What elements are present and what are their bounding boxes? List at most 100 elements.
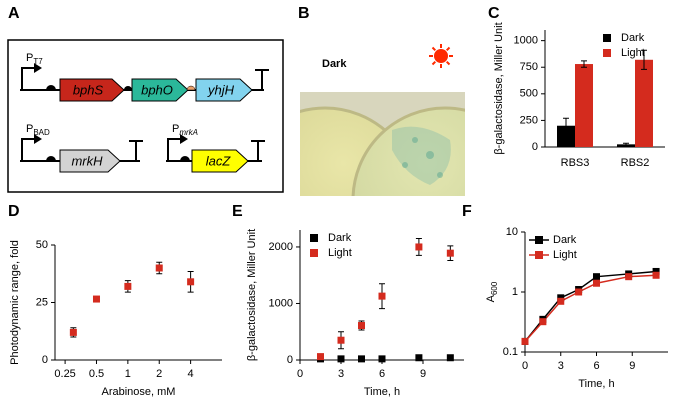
marker [358, 355, 365, 363]
x-tick-label: 4 [188, 368, 194, 380]
legend-swatch [603, 49, 611, 57]
error-bar [581, 60, 587, 68]
x-tick-label: 1 [125, 368, 131, 380]
x-tick-label: RBS2 [621, 157, 650, 169]
promoter-label: PBAD [26, 123, 50, 137]
promoter-arrow [21, 67, 36, 90]
gene-label: yhjH [207, 82, 235, 97]
promoter-subscript: mrkA [179, 128, 198, 137]
legend-swatch [310, 249, 318, 257]
y-axis-label-text: A [485, 294, 497, 302]
promoter-arrowhead [34, 63, 42, 73]
promoter-label: PT7 [26, 52, 43, 66]
marker [187, 278, 195, 286]
gene-arrow [195, 78, 253, 102]
bar [635, 59, 653, 148]
legend-swatch [310, 234, 318, 242]
marker [593, 279, 600, 287]
panel-label: D [8, 203, 20, 220]
legend-label: Dark [328, 232, 352, 244]
promoter-name: P [26, 123, 33, 135]
legend-swatch [603, 34, 611, 42]
rbs [186, 85, 196, 91]
chart: 0 25 50 0.25 0.5 1 2 4 Arabinose, mM Photodynamic… [9, 239, 222, 398]
marker [415, 243, 423, 251]
y-axis-label-subscript: 600 [490, 281, 499, 295]
x-tick-label: 0 [297, 368, 303, 380]
promoter-arrowhead [34, 134, 42, 144]
panel-label: C [488, 5, 500, 22]
rbs [46, 156, 56, 161]
series-line [524, 274, 657, 342]
y-axis-label-text: β-galactosidase, Miller Unit [493, 22, 505, 154]
marker [446, 249, 454, 257]
marker [415, 354, 423, 362]
x-axis-label: Time, h [578, 378, 614, 390]
x-tick-label: RBS3 [561, 157, 590, 169]
gene-label: lacZ [206, 153, 232, 168]
promoter-name: P [26, 52, 33, 64]
chart: 0 250 500 750 1000 β-galactosidase, Miller Un… [493, 22, 665, 169]
x-tick-label: 0 [522, 360, 528, 372]
y-tick-label: 0 [532, 141, 538, 153]
gene-label: mrkH [71, 153, 103, 168]
y-axis-label: β-galactosidase, Miller Unit [246, 229, 258, 361]
x-tick-label: 9 [629, 360, 635, 372]
y-axis-label: β-galactosidase, Miller Unit [493, 22, 505, 154]
y-tick-label: 2000 [269, 241, 293, 253]
legend-swatch [535, 251, 543, 259]
gene-arrow [59, 149, 121, 173]
chart: 0 1000 2000 0 3 6 9 Time, h β-galactosidase, Mil… [246, 229, 464, 398]
x-axis-label: Time, h [364, 386, 400, 398]
gene-label: bphO [141, 82, 173, 97]
y-tick-label: 10 [506, 226, 518, 238]
panel-label: E [232, 203, 243, 220]
y-axis-label: Photodynamic range, fold [9, 240, 21, 365]
series-line [524, 270, 657, 342]
x-tick-label: 3 [558, 360, 564, 372]
legend-label: Dark [553, 234, 577, 246]
x-tick-label: 6 [593, 360, 599, 372]
y-axis-label-text: Photodynamic range, fold [9, 240, 21, 365]
y-tick-label: 250 [520, 114, 538, 126]
y-tick-label: 50 [36, 239, 48, 251]
y-tick-label: 0 [287, 354, 293, 366]
legend-label: Light [553, 249, 577, 261]
marker [521, 337, 529, 345]
marker [69, 328, 77, 336]
y-tick-label: 750 [520, 61, 538, 73]
x-tick-label: 0.5 [89, 368, 104, 380]
x-tick-label: 2 [156, 368, 162, 380]
marker [92, 295, 100, 303]
rbs [46, 85, 56, 90]
gene-arrow [191, 149, 249, 173]
bar [575, 64, 593, 147]
legend-label: Light [621, 47, 645, 59]
legend-label: Light [328, 247, 352, 259]
marker [446, 354, 454, 362]
panel-label: A [8, 5, 20, 22]
error-bar [623, 142, 629, 146]
marker [575, 288, 583, 296]
marker [652, 267, 660, 275]
panel-label: B [298, 5, 310, 22]
y-tick-label: 1 [512, 286, 518, 298]
plate-photo: Dark [300, 44, 465, 196]
marker [337, 336, 345, 344]
promoter-subscript: BAD [33, 128, 50, 137]
gene-label: bphS [73, 82, 104, 97]
terminator [251, 140, 265, 161]
x-tick-label: 6 [379, 368, 385, 380]
rbs [180, 156, 190, 161]
legend-label: Dark [621, 32, 645, 44]
promoter-arrowhead [180, 134, 188, 144]
marker [378, 355, 386, 363]
marker [155, 264, 163, 272]
marker [593, 273, 600, 281]
promoter-subscript: T7 [33, 57, 43, 66]
promoter-name: P [172, 123, 179, 135]
marker [652, 271, 660, 279]
y-axis-label-text: β-galactosidase, Miller Unit [246, 229, 258, 361]
x-axis-label: Arabinose, mM [102, 386, 176, 398]
marker [124, 282, 132, 290]
